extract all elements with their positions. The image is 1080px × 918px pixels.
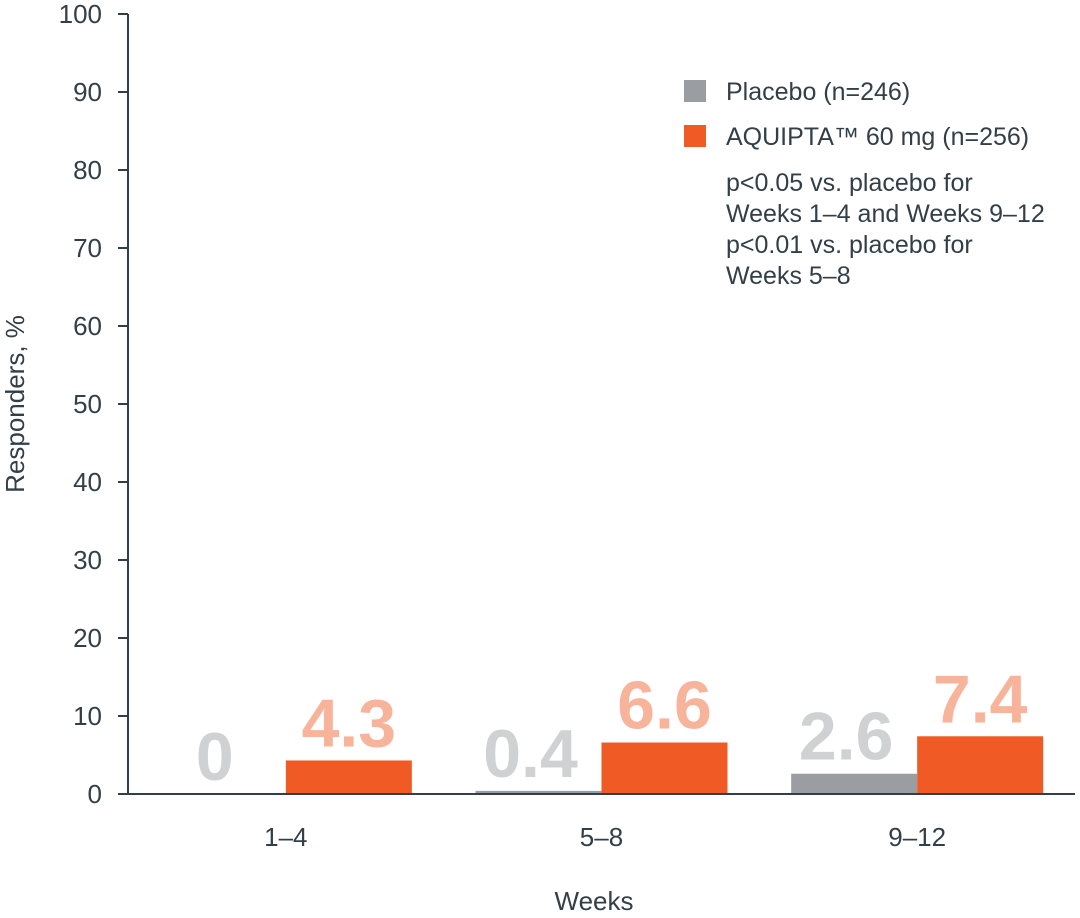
- y-tick-label: 70: [73, 233, 102, 263]
- value-label-placebo: 2.6: [799, 699, 894, 775]
- y-tick-label: 30: [73, 545, 102, 575]
- value-label-aquipta: 4.3: [302, 685, 397, 761]
- bar-placebo: [791, 773, 918, 794]
- legend-label-placebo: Placebo (n=246): [726, 78, 910, 106]
- note-line-2: Weeks 1–4 and Weeks 9–12: [726, 200, 1045, 228]
- y-axis-title: Responders, %: [0, 315, 30, 493]
- y-tick-label: 100: [59, 0, 102, 29]
- y-tick-label: 40: [73, 467, 102, 497]
- bar-aquipta: [285, 760, 412, 794]
- y-tick-label: 50: [73, 389, 102, 419]
- legend-swatch-aquipta: [684, 125, 706, 147]
- y-tick-label: 10: [73, 701, 102, 731]
- y-tick-label: 0: [88, 779, 102, 809]
- x-axis-title: Weeks: [555, 886, 634, 916]
- y-tick-label: 80: [73, 155, 102, 185]
- bar-aquipta: [917, 736, 1044, 794]
- x-tick-label: 1–4: [264, 822, 307, 852]
- x-tick-label: 5–8: [580, 822, 623, 852]
- value-labels: 0 4.3 0.4 6.6 2.6 7.4: [196, 661, 1028, 795]
- note-line-1: p<0.05 vs. placebo for: [726, 169, 973, 197]
- bars: [285, 736, 1044, 794]
- value-label-placebo: 0.4: [483, 716, 578, 792]
- value-label-placebo: 0: [196, 719, 234, 795]
- value-label-aquipta: 7.4: [933, 661, 1028, 737]
- y-tick-label: 60: [73, 311, 102, 341]
- y-tick-label: 20: [73, 623, 102, 653]
- y-tick-label: 90: [73, 77, 102, 107]
- legend-swatch-placebo: [684, 80, 706, 102]
- value-label-aquipta: 6.6: [617, 668, 712, 744]
- note-line-3: p<0.01 vs. placebo for: [726, 231, 973, 259]
- bar-aquipta: [601, 742, 728, 794]
- legend-label-aquipta: AQUIPTA™ 60 mg (n=256): [726, 123, 1029, 151]
- x-tick-label: 9–12: [888, 822, 946, 852]
- note-line-4: Weeks 5–8: [726, 262, 851, 290]
- x-axis-ticks: 1–4 5–8 9–12: [264, 822, 946, 852]
- legend: Placebo (n=246) AQUIPTA™ 60 mg (n=256): [684, 78, 1029, 151]
- y-axis-ticks: 0 10 20 30 40 50 60 70 80 90 100: [59, 0, 128, 809]
- bar-placebo: [475, 790, 602, 794]
- significance-notes: p<0.05 vs. placebo for Weeks 1–4 and Wee…: [726, 169, 1045, 290]
